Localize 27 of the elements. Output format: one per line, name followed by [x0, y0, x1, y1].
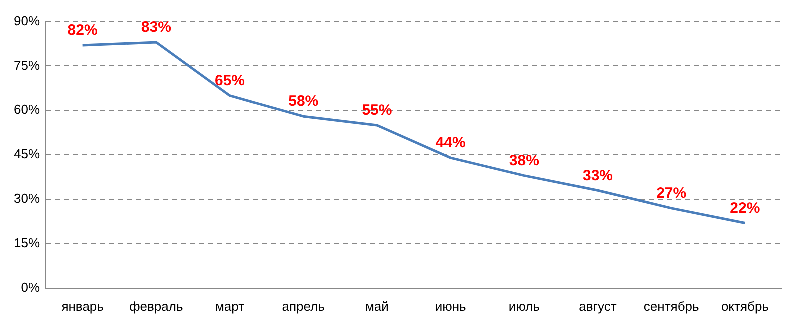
data-label: 44% [436, 134, 466, 152]
x-tick-label: май [365, 298, 389, 314]
data-label: 83% [141, 19, 172, 36]
y-tick-label: 15% [14, 236, 40, 251]
data-label: 58% [288, 93, 319, 110]
x-tick-label: апрель [282, 298, 326, 314]
x-tick-label: октябрь [721, 298, 770, 314]
x-tick-label: январь [62, 298, 104, 314]
data-label: 82% [68, 22, 98, 40]
y-tick-label: 60% [14, 102, 40, 118]
data-label: 38% [509, 152, 540, 170]
data-label: 27% [656, 185, 687, 202]
data-label: 65% [215, 72, 246, 90]
y-tick-label: 45% [14, 146, 40, 162]
data-label: 55% [362, 102, 392, 120]
x-tick-label: март [215, 298, 245, 314]
y-tick-label: 30% [14, 191, 40, 206]
y-tick-label: 90% [14, 13, 40, 28]
data-label: 22% [730, 200, 760, 217]
y-tick-label: 0% [21, 280, 40, 295]
x-tick-label: август [579, 298, 617, 314]
x-tick-label: июнь [435, 298, 467, 314]
x-tick-label: сентябрь [644, 298, 700, 314]
x-tick-label: июль [508, 298, 540, 314]
data-label: 33% [582, 167, 614, 184]
x-tick-label: февраль [130, 298, 184, 314]
y-tick-label: 75% [14, 58, 40, 73]
